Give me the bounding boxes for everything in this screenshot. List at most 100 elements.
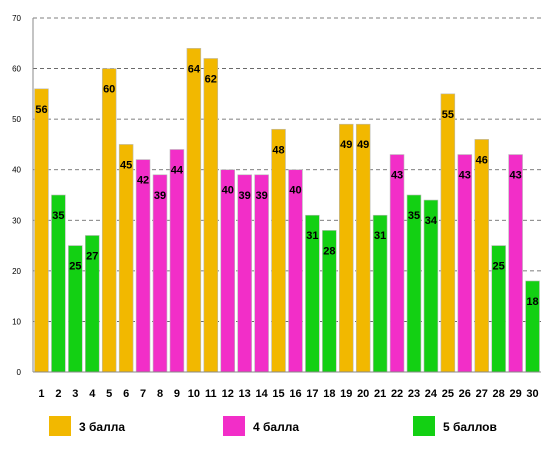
x-tick-label: 20	[357, 388, 369, 400]
x-tick-label: 3	[72, 388, 78, 400]
data-label-15: 48	[272, 144, 284, 156]
y-tick-label: 30	[12, 216, 21, 225]
y-tick-label: 0	[17, 368, 22, 377]
data-label-19: 49	[340, 139, 352, 151]
data-label-10: 64	[188, 63, 201, 75]
data-label-21: 31	[374, 230, 386, 242]
y-tick-label: 50	[12, 115, 21, 124]
x-tick-label: 24	[425, 388, 438, 400]
legend-label: 5 баллов	[443, 420, 497, 434]
bar-12	[220, 169, 235, 373]
bar-20	[355, 123, 371, 373]
bar-1	[34, 88, 49, 373]
bar-11	[203, 58, 219, 373]
data-label-11: 62	[205, 73, 217, 85]
x-tick-label: 6	[123, 388, 129, 400]
x-tick-label: 27	[476, 388, 488, 400]
data-label-28: 25	[493, 261, 505, 273]
grid	[33, 17, 541, 322]
bars	[34, 48, 540, 373]
bar-30	[525, 280, 540, 373]
x-tick-label: 10	[188, 388, 200, 400]
data-label-1: 56	[35, 104, 47, 116]
data-label-22: 43	[391, 170, 403, 182]
data-label-20: 49	[357, 139, 369, 151]
x-tick-label: 28	[493, 388, 505, 400]
x-tick-label: 23	[408, 388, 420, 400]
x-tick-label: 22	[391, 388, 403, 400]
bar-13	[237, 174, 252, 373]
legend-swatch	[413, 416, 435, 436]
bar-22	[389, 154, 405, 373]
bar-25	[440, 93, 456, 373]
bar-16	[288, 169, 303, 373]
data-labels: 56 35 25 27 60 45 42 39 44 64 62 40 39 39 48 40 31 28 49 49…	[35, 63, 538, 308]
x-tick-label: 25	[442, 388, 454, 400]
bar-6	[118, 144, 134, 373]
x-tick-label: 11	[205, 388, 217, 400]
data-label-24: 34	[425, 215, 438, 227]
x-tick-label: 13	[239, 388, 251, 400]
data-label-12: 40	[222, 185, 234, 197]
bar-15	[271, 128, 286, 373]
x-tick-label: 7	[140, 388, 146, 400]
data-label-29: 43	[509, 170, 521, 182]
bar-29	[508, 154, 523, 373]
x-tick-label: 5	[106, 388, 112, 400]
bar-19	[339, 123, 354, 373]
data-label-14: 39	[255, 190, 267, 202]
data-label-5: 60	[103, 84, 115, 96]
bar-7	[135, 159, 151, 373]
data-label-23: 35	[408, 210, 420, 222]
data-label-17: 31	[306, 230, 318, 242]
data-label-4: 27	[86, 250, 98, 262]
x-tick-label: 1	[38, 388, 44, 400]
bar-14	[254, 174, 269, 373]
y-tick-label: 20	[12, 267, 21, 276]
x-tick-label: 15	[272, 388, 284, 400]
y-tick-label: 10	[12, 317, 21, 326]
y-tick-label: 60	[12, 65, 21, 74]
data-label-3: 25	[69, 261, 81, 273]
data-label-30: 18	[526, 296, 538, 308]
legend: 3 балла 4 балла 5 баллов	[49, 416, 497, 436]
x-tick-label: 4	[89, 388, 96, 400]
data-label-16: 40	[289, 185, 301, 197]
bar-9	[169, 149, 185, 373]
data-label-13: 39	[239, 190, 251, 202]
legend-swatch	[223, 416, 245, 436]
data-label-26: 43	[459, 170, 471, 182]
x-tick-label: 14	[255, 388, 268, 400]
legend-label: 4 балла	[253, 420, 299, 434]
x-tick-label: 29	[509, 388, 521, 400]
bar-5	[101, 68, 117, 373]
bar-26	[457, 154, 473, 373]
data-label-8: 39	[154, 190, 166, 202]
x-tick-label: 30	[526, 388, 538, 400]
x-tick-label: 16	[289, 388, 301, 400]
bar-8	[152, 174, 168, 373]
x-tick-label: 21	[374, 388, 386, 400]
x-tick-label: 9	[174, 388, 180, 400]
legend-swatch	[49, 416, 71, 436]
x-tick-label: 26	[459, 388, 471, 400]
data-label-7: 42	[137, 175, 149, 187]
legend-label: 3 балла	[79, 420, 125, 434]
x-tick-label: 8	[157, 388, 163, 400]
x-tick-label: 2	[55, 388, 61, 400]
y-tick-label: 40	[12, 166, 21, 175]
y-tick-label: 70	[12, 14, 21, 23]
bar-10	[186, 48, 202, 373]
x-tick-label: 17	[306, 388, 318, 400]
data-label-2: 35	[52, 210, 64, 222]
data-label-6: 45	[120, 159, 132, 171]
x-tick-label: 12	[222, 388, 234, 400]
x-tick-label: 18	[323, 388, 335, 400]
data-label-25: 55	[442, 109, 454, 121]
data-label-27: 46	[476, 154, 488, 166]
x-tick-label: 19	[340, 388, 352, 400]
bar-27	[474, 139, 489, 373]
